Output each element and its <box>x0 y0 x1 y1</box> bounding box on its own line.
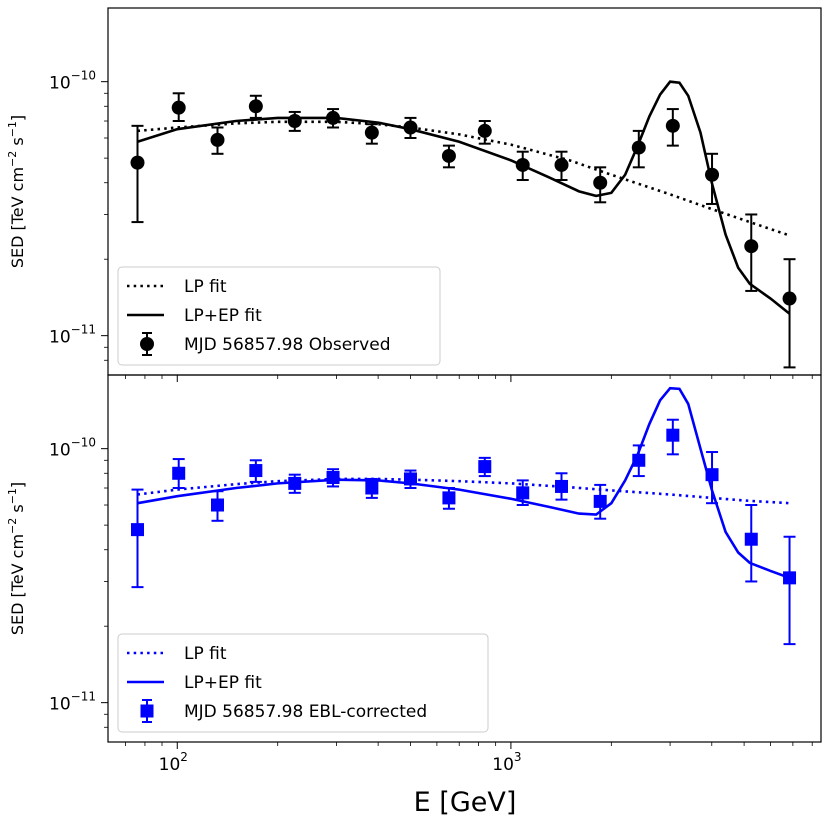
data-point <box>782 291 797 306</box>
y-tick-exponent: −11 <box>71 690 96 704</box>
lpep-fit-line <box>137 80 791 315</box>
y-tick-label: 10−10 <box>49 69 96 94</box>
plot-area <box>131 386 797 646</box>
data-point <box>287 114 302 129</box>
y-axis-label-exponent: −1 <box>6 488 19 504</box>
legend-obs-label: MJD 56857.98 Observed <box>184 335 390 355</box>
y-axis-label-exponent: −2 <box>6 151 19 167</box>
y-axis-label-prefix: SED [TeV cm <box>8 167 27 268</box>
x-tick-exponent: 3 <box>514 750 522 764</box>
data-point <box>744 532 758 546</box>
y-axis-label: SED [TeV cm−2 s−1] <box>6 115 27 268</box>
y-tick-base: 10 <box>49 74 71 94</box>
y-tick-exponent: −10 <box>71 69 96 83</box>
data-point <box>666 428 680 442</box>
legend-obs-marker <box>140 337 154 351</box>
y-tick-label: 10−11 <box>49 323 96 348</box>
data-point <box>477 123 492 138</box>
data-point <box>441 148 456 163</box>
data-point <box>516 486 530 500</box>
lp-fit-line <box>137 120 790 237</box>
x-tick-label: 102 <box>159 750 188 775</box>
legend-box <box>117 633 489 733</box>
data-point <box>632 453 646 467</box>
lpep-fit-line <box>137 386 790 580</box>
data-point <box>665 118 680 133</box>
data-point <box>326 470 340 484</box>
data-point <box>210 132 225 147</box>
data-point <box>326 110 341 125</box>
data-point <box>171 100 186 115</box>
legend-lpep-label: LP+EP fit <box>184 306 262 326</box>
y-axis-label-mid: s <box>8 504 27 517</box>
legend-obs-label: MJD 56857.98 EBL-corrected <box>184 702 427 722</box>
x-tick-label: 103 <box>492 750 521 775</box>
y-axis-label-suffix: ] <box>8 482 27 488</box>
data-point <box>554 157 569 172</box>
x-axis-label: E [GeV] <box>414 787 517 818</box>
legend-lpep-label: LP+EP fit <box>184 673 262 693</box>
data-point <box>442 491 456 505</box>
data-point <box>705 167 720 182</box>
legend-obs-marker <box>140 704 154 718</box>
data-point <box>364 125 379 140</box>
data-point <box>593 494 607 508</box>
data-point <box>172 466 186 480</box>
data-point <box>555 479 569 493</box>
y-axis-label-exponent: −2 <box>6 518 19 534</box>
y-axis-label-mid: s <box>8 137 27 150</box>
data-point <box>365 481 379 495</box>
data-point <box>515 157 530 172</box>
legend-box <box>117 266 441 366</box>
data-point <box>248 99 263 114</box>
y-tick-base: 10 <box>49 695 71 715</box>
data-point <box>478 460 492 474</box>
y-axis-label-exponent: −1 <box>6 121 19 137</box>
data-point <box>210 498 224 512</box>
data-point <box>593 175 608 190</box>
y-tick-base: 10 <box>49 328 71 348</box>
y-tick-label: 10−11 <box>49 690 96 715</box>
data-point <box>130 155 145 170</box>
x-tick-base: 10 <box>159 755 181 775</box>
data-point <box>744 239 759 254</box>
data-point <box>705 468 719 482</box>
data-point <box>631 140 646 155</box>
y-tick-base: 10 <box>49 441 71 461</box>
legend-lp-label: LP fit <box>184 277 227 297</box>
x-tick-exponent: 2 <box>180 750 188 764</box>
data-point <box>403 120 418 135</box>
data-point <box>131 523 145 537</box>
data-point <box>783 571 797 585</box>
data-point <box>403 472 417 486</box>
y-axis-label-prefix: SED [TeV cm <box>8 534 27 635</box>
data-point <box>249 464 263 478</box>
shared-x-axis: 102 103 <box>125 375 813 775</box>
plot-area <box>130 80 797 369</box>
y-axis-label-suffix: ] <box>8 115 27 121</box>
y-tick-exponent: −10 <box>71 436 96 450</box>
y-axis-label: SED [TeV cm−2 s−1] <box>6 482 27 635</box>
y-tick-exponent: −11 <box>71 323 96 337</box>
axes-frame <box>107 374 822 743</box>
lp-fit-line <box>137 477 790 505</box>
data-point <box>288 476 302 490</box>
y-tick-label: 10−10 <box>49 436 96 461</box>
legend-lp-label: LP fit <box>184 644 227 664</box>
x-tick-base: 10 <box>492 755 514 775</box>
